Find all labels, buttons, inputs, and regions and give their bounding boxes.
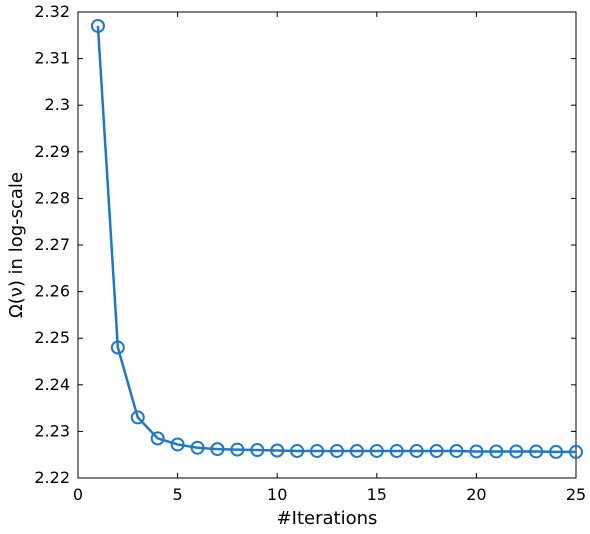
y-tick-label: 2.29: [34, 142, 70, 161]
y-tick-label: 2.24: [34, 375, 70, 394]
y-tick-label: 2.23: [34, 421, 70, 440]
x-tick-label: 25: [566, 485, 586, 504]
y-tick-label: 2.26: [34, 282, 70, 301]
chart-svg: 0 5 10 15 20 25 2.22 2.23 2.24 2.25 2.26 2.27 2.28 2.…: [0, 0, 590, 534]
x-tick-label: 10: [267, 485, 287, 504]
x-tick-label: 5: [173, 485, 183, 504]
y-tick-label: 2.28: [34, 188, 70, 207]
convergence-chart: 0 5 10 15 20 25 2.22 2.23 2.24 2.25 2.26 2.27 2.28 2.…: [0, 0, 590, 534]
plot-box: [78, 12, 576, 478]
y-tick-label: 2.25: [34, 328, 70, 347]
y-axis-label: Ω(ν) in log-scale: [6, 172, 27, 318]
x-tick-label: 20: [466, 485, 486, 504]
y-tick-label: 2.31: [34, 49, 70, 68]
y-tick-label: 2.27: [34, 235, 70, 254]
y-tick-label: 2.32: [34, 2, 70, 21]
x-tick-label: 15: [367, 485, 387, 504]
x-tick-label: 0: [73, 485, 83, 504]
series-line-omega: [98, 26, 576, 452]
y-tick-label: 2.22: [34, 468, 70, 487]
y-tick-label: 2.3: [45, 95, 70, 114]
x-axis-label: #Iterations: [277, 508, 378, 529]
